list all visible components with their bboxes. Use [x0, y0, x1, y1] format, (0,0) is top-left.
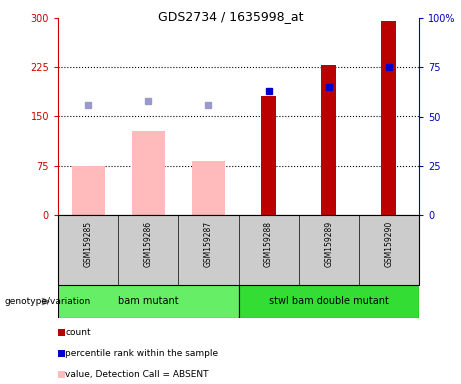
- Bar: [71, 166, 105, 215]
- Text: value, Detection Call = ABSENT: value, Detection Call = ABSENT: [65, 370, 209, 379]
- Bar: [381, 21, 396, 215]
- Bar: [192, 161, 225, 215]
- Text: GSM159287: GSM159287: [204, 220, 213, 267]
- Text: genotype/variation: genotype/variation: [5, 297, 91, 306]
- Bar: [238, 285, 419, 318]
- Text: GSM159288: GSM159288: [264, 220, 273, 266]
- Text: percentile rank within the sample: percentile rank within the sample: [65, 349, 219, 358]
- Text: bam mutant: bam mutant: [118, 296, 178, 306]
- Bar: [132, 131, 165, 215]
- Bar: [321, 65, 336, 215]
- Text: GSM159290: GSM159290: [384, 220, 393, 267]
- Text: GDS2734 / 1635998_at: GDS2734 / 1635998_at: [158, 10, 303, 23]
- Text: stwl bam double mutant: stwl bam double mutant: [269, 296, 389, 306]
- Bar: [261, 96, 276, 215]
- Text: count: count: [65, 328, 91, 337]
- Text: GSM159285: GSM159285: [83, 220, 93, 267]
- Bar: [58, 285, 238, 318]
- Text: GSM159286: GSM159286: [144, 220, 153, 267]
- Text: GSM159289: GSM159289: [324, 220, 333, 267]
